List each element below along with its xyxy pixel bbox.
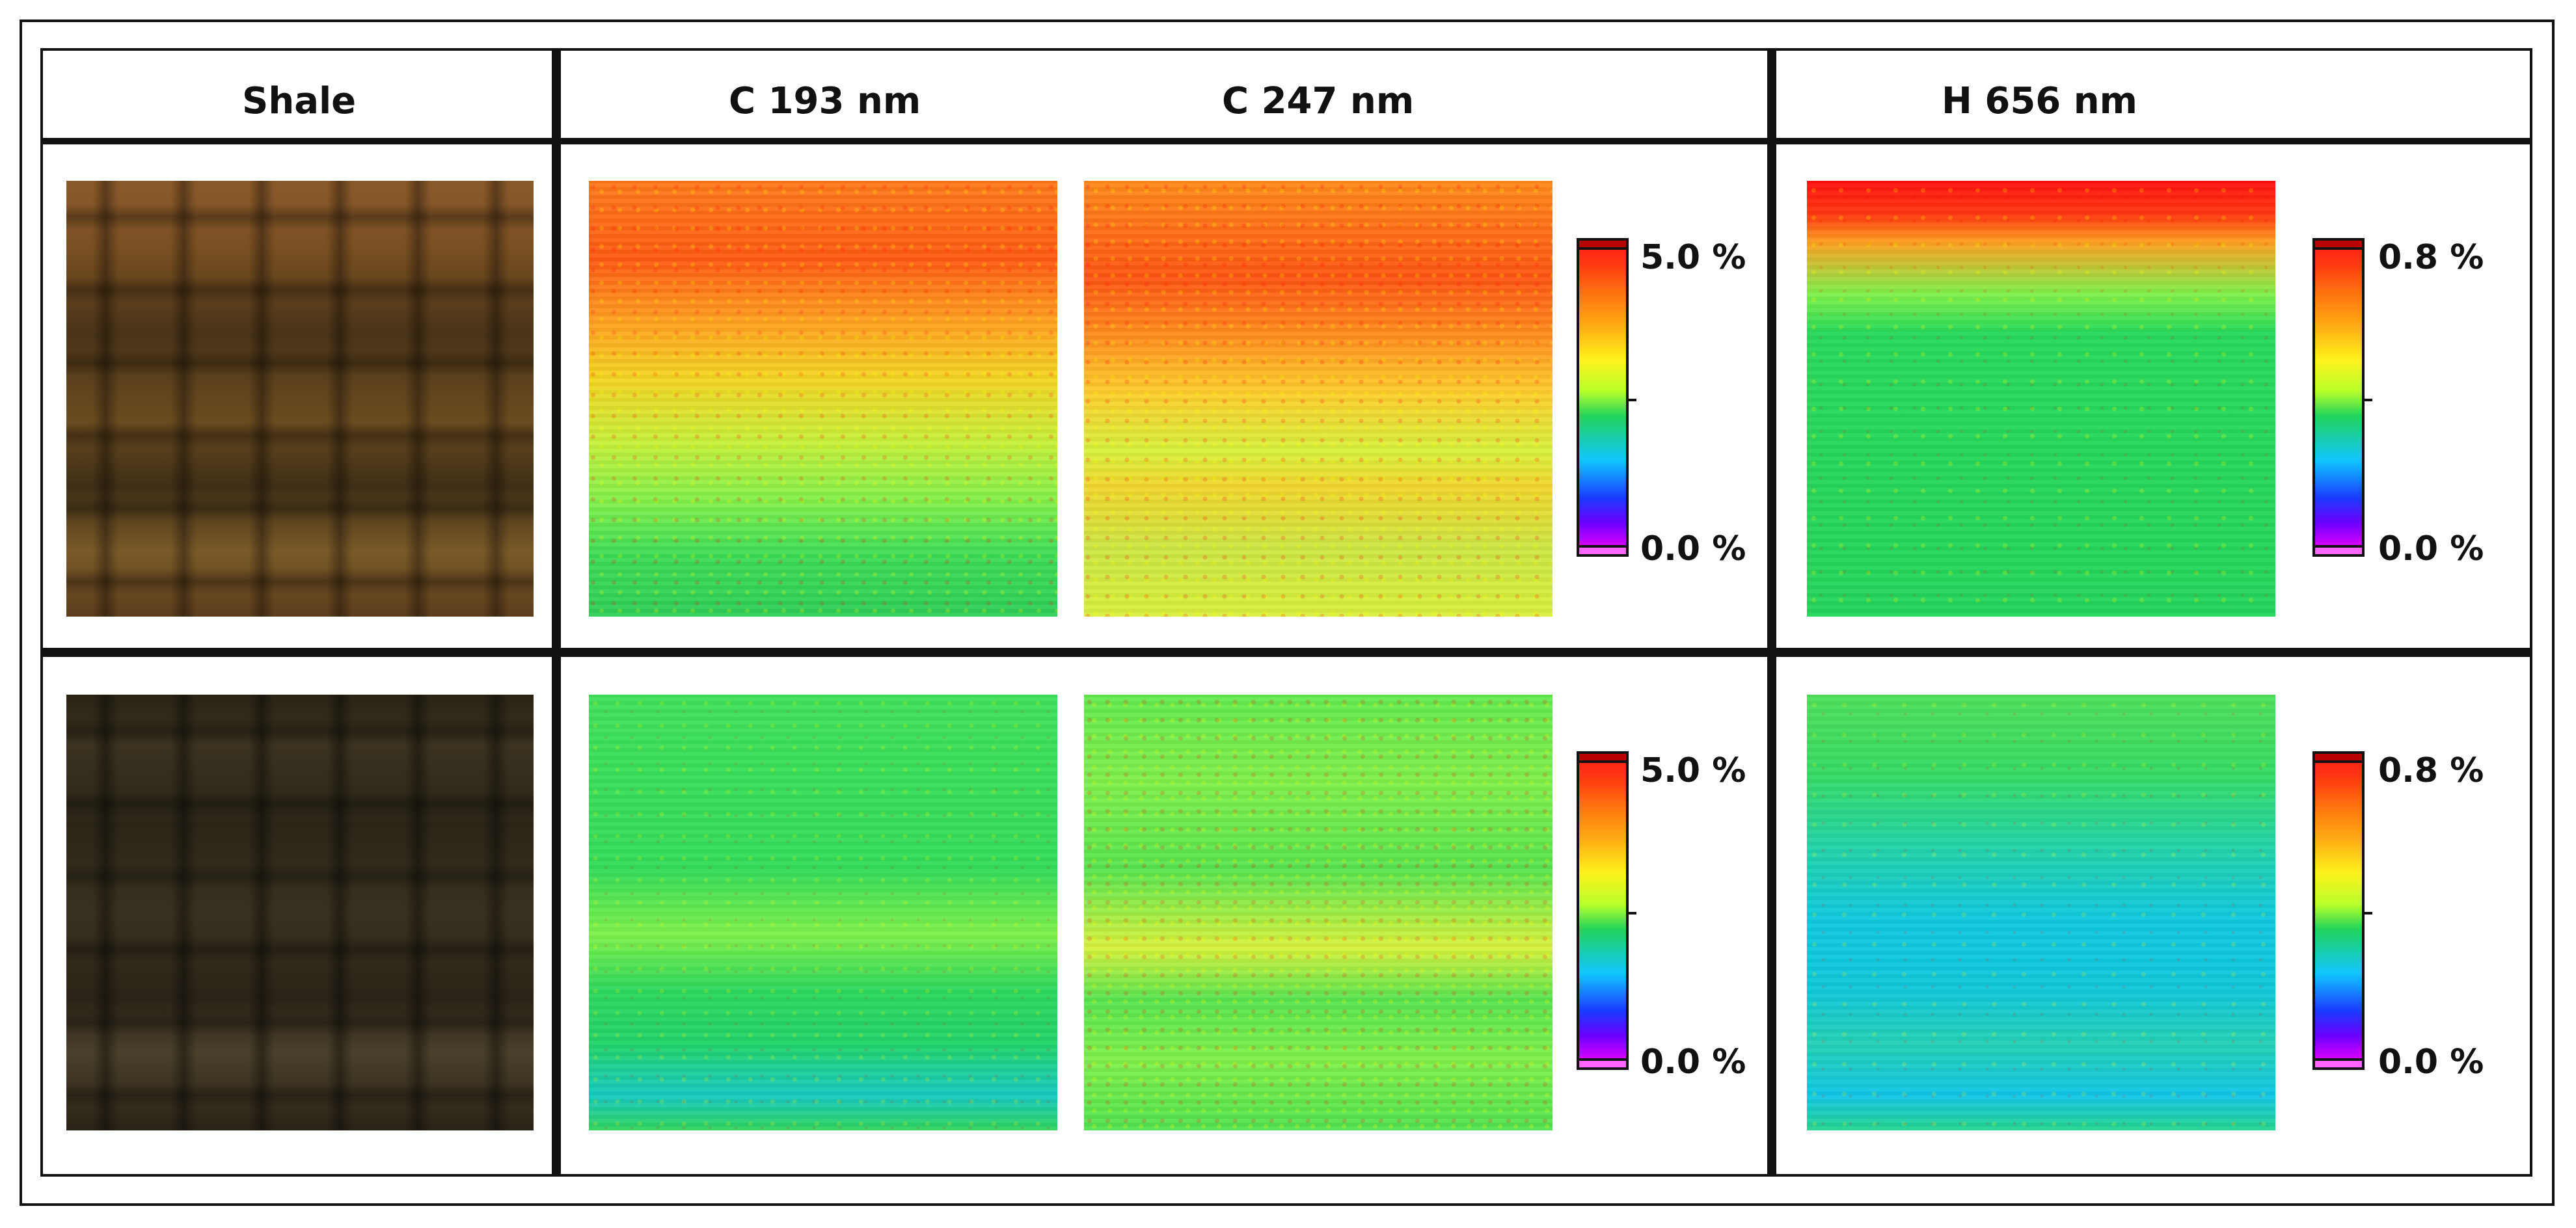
colorbar-gradient: [2315, 754, 2362, 1067]
colorbar-carbon-row2: [1577, 751, 1636, 1070]
colorbar-bottom-cap: [1577, 1058, 1629, 1070]
map-c193-row1: [589, 181, 1057, 617]
colorbar-hydrogen-row1: [2312, 238, 2372, 557]
outer-frame: [20, 20, 2555, 1206]
colorbar-hydrogen-row2: [2312, 751, 2372, 1070]
colorbar-mid-tick: [2362, 399, 2372, 401]
map-c247-row1: [1084, 181, 1552, 617]
carbon-min-label-row1: 0.0 %: [1640, 529, 1746, 568]
colorbar-bottom-cap: [2312, 1058, 2365, 1070]
hydrogen-min-label-row1: 0.0 %: [2378, 529, 2484, 568]
carbon-max-label-row1: 5.0 %: [1640, 238, 1746, 277]
colorbar-top-cap: [2312, 751, 2365, 763]
hydrogen-max-label-row2: 0.8 %: [2378, 751, 2484, 790]
colorbar-mid-tick: [1626, 912, 1636, 914]
map-h656-row1: [1807, 181, 2275, 617]
header-divider: [40, 138, 2532, 144]
column-divider-2: [1767, 48, 1776, 1177]
hydrogen-max-label-row1: 0.8 %: [2378, 238, 2484, 277]
header-c-193-nm: C 193 nm: [729, 80, 921, 122]
colorbar-bottom-cap: [2312, 545, 2365, 557]
figure-table: [40, 48, 2532, 1177]
colorbar-top-cap: [1577, 238, 1629, 250]
shale-photo-row1: [66, 181, 534, 617]
header-c-247-nm: C 247 nm: [1222, 80, 1415, 122]
map-h656-row2: [1807, 695, 2275, 1130]
map-c247-row2: [1084, 695, 1552, 1130]
colorbar-bottom-cap: [1577, 545, 1629, 557]
column-divider-1: [552, 48, 561, 1177]
colorbar-gradient: [1579, 241, 1626, 554]
colorbar-gradient: [2315, 241, 2362, 554]
colorbar-top-cap: [2312, 238, 2365, 250]
header-h-656-nm: H 656 nm: [1942, 80, 2137, 122]
row-divider: [40, 648, 2532, 657]
header-shale: Shale: [242, 80, 357, 122]
colorbar-mid-tick: [2362, 912, 2372, 914]
colorbar-top-cap: [1577, 751, 1629, 763]
colorbar-gradient: [1579, 754, 1626, 1067]
shale-photo-row2: [66, 695, 534, 1130]
colorbar-mid-tick: [1626, 399, 1636, 401]
hydrogen-min-label-row2: 0.0 %: [2378, 1043, 2484, 1082]
map-c193-row2: [589, 695, 1057, 1130]
carbon-max-label-row2: 5.0 %: [1640, 751, 1746, 790]
carbon-min-label-row2: 0.0 %: [1640, 1043, 1746, 1082]
colorbar-carbon-row1: [1577, 238, 1636, 557]
